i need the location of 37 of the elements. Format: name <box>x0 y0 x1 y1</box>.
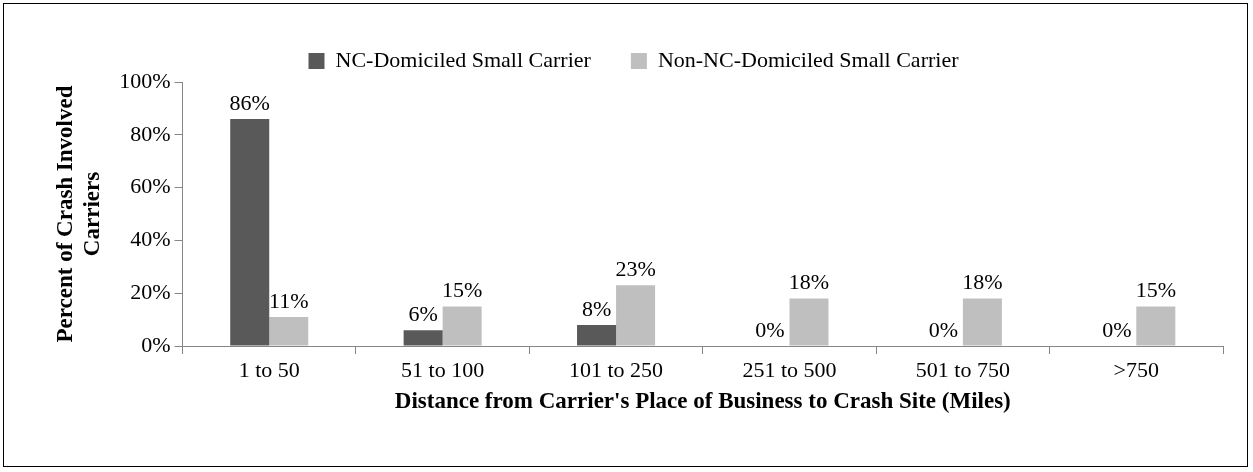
y-tick-label: 40% <box>130 226 171 252</box>
bar <box>1136 306 1176 346</box>
x-tick-label: 251 to 500 <box>742 356 837 382</box>
data-label: 0% <box>928 316 959 342</box>
bar <box>230 118 270 346</box>
bar <box>962 298 1002 346</box>
bar <box>616 285 656 346</box>
x-tick-label: 1 to 50 <box>238 356 300 382</box>
y-tick-label: 100% <box>119 67 171 93</box>
y-axis-title: Percent of Crash Involved Carriers <box>51 85 105 343</box>
data-label: 23% <box>615 256 656 282</box>
data-label: 6% <box>408 300 438 326</box>
x-axis-title: Distance from Carrier's Place of Business to Crash Site (Miles) <box>394 388 1011 414</box>
data-label: 18% <box>788 269 830 295</box>
bar <box>789 298 829 346</box>
y-tick-label: 80% <box>130 120 171 146</box>
y-tick-label: 0% <box>141 331 171 357</box>
data-label: 11% <box>268 287 309 313</box>
bar <box>442 306 482 346</box>
data-label: 15% <box>1135 277 1176 303</box>
data-label: 86% <box>229 89 270 115</box>
y-tick-label: 20% <box>130 278 171 304</box>
legend-label: NC-Domiciled Small Carrier <box>335 46 592 72</box>
legend-label: Non-NC-Domiciled Small Carrier <box>657 46 960 72</box>
bar <box>403 330 443 346</box>
data-label: 8% <box>581 295 612 321</box>
data-label: 0% <box>1102 316 1132 342</box>
x-tick-label: 101 to 250 <box>568 356 664 382</box>
x-tick-label: 51 to 100 <box>401 356 485 382</box>
bar <box>269 316 309 346</box>
y-tick-label: 60% <box>130 173 171 199</box>
data-label: 18% <box>962 269 1003 295</box>
data-label: 15% <box>441 277 483 303</box>
x-tick-label: 501 to 750 <box>915 356 1010 382</box>
x-tick-label: >750 <box>1113 356 1159 382</box>
bar <box>577 324 617 346</box>
data-label: 0% <box>755 316 785 342</box>
